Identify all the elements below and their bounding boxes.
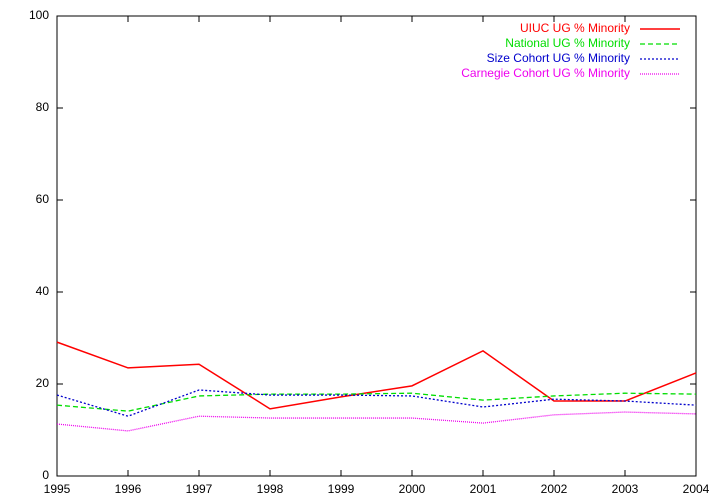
y-tick-label: 40 [36,284,50,298]
y-tick-label: 0 [42,468,49,482]
data-line [56,411,697,432]
y-tick-label: 80 [36,100,50,114]
y-tick-label: 20 [36,376,50,390]
plot-frame [56,15,697,477]
x-tick-label: 1996 [115,482,142,496]
x-tick-label: 1999 [328,482,355,496]
legend-label: Size Cohort UG % Minority [487,51,630,65]
x-tick-label: 2003 [612,482,639,496]
x-tick-label: 1995 [44,482,71,496]
x-tick-label: 1997 [186,482,213,496]
data-line [56,389,697,417]
x-tick-label: 2002 [541,482,568,496]
y-tick-label: 100 [29,8,49,22]
x-tick-label: 2001 [470,482,497,496]
x-tick-label: 1998 [257,482,284,496]
x-tick-label: 2000 [399,482,426,496]
legend-label: National UG % Minority [505,36,630,50]
data-line [56,341,697,410]
legend-label: UIUC UG % Minority [520,21,630,35]
x-tick-label: 2004 [683,482,710,496]
data-line [56,392,697,412]
y-tick-label: 60 [36,192,50,206]
legend-label: Carnegie Cohort UG % Minority [461,66,630,80]
